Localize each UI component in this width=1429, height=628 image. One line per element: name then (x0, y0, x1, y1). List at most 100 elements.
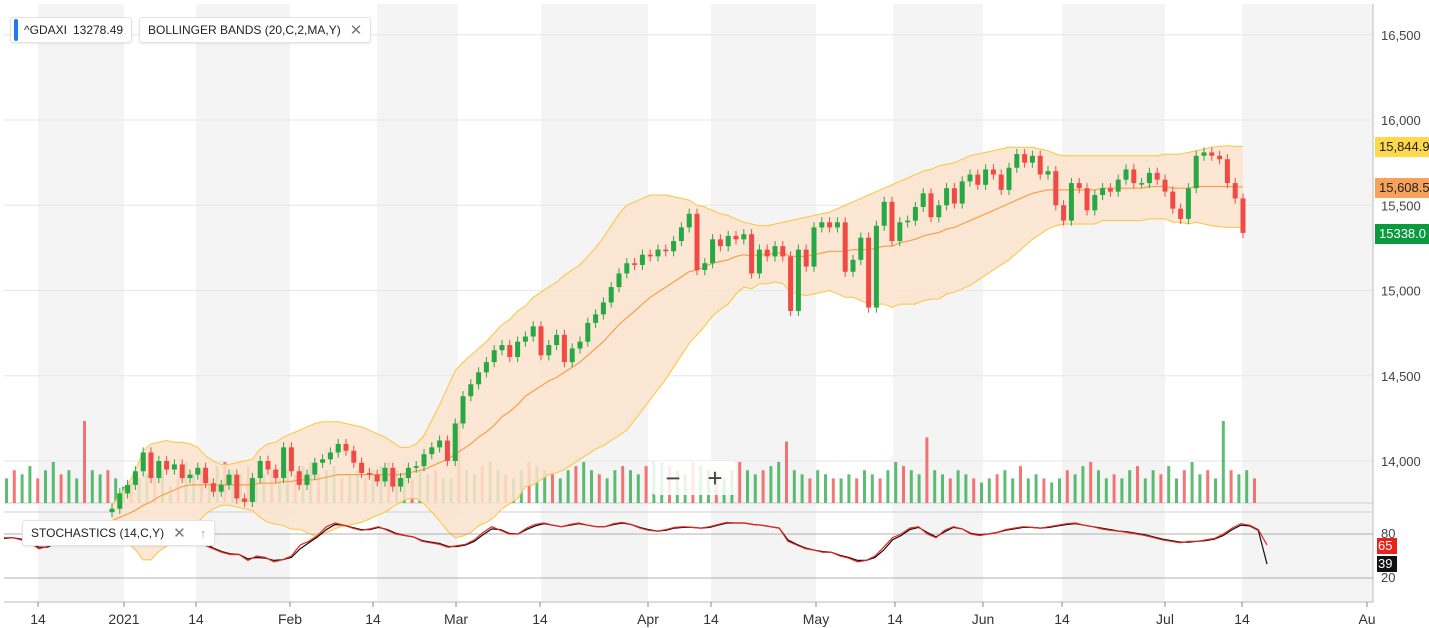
x-tick-label: 14 (188, 611, 204, 627)
candle-body (858, 237, 864, 260)
volume-bar (956, 470, 960, 503)
candle-body (1170, 191, 1176, 209)
candle-body (632, 263, 638, 265)
x-tick-label: 14 (532, 611, 548, 627)
volume-bar (1034, 474, 1038, 503)
volume-bar (1198, 474, 1202, 503)
y-tick-label: 14,500 (1381, 369, 1421, 384)
candle-body (374, 474, 380, 482)
x-tick-label: Apr (637, 611, 659, 627)
volume-bar (1206, 470, 1210, 503)
bollinger-indicator-chip[interactable]: BOLLINGER BANDS (20,C,2,MA,Y) ✕ (139, 17, 372, 43)
candle-body (296, 471, 302, 485)
volume-bar (738, 462, 742, 503)
volume-bar (1104, 478, 1108, 503)
candle-body (156, 461, 162, 479)
volume-bar (1042, 478, 1046, 503)
last-value: 13278.49 (72, 23, 124, 37)
upper-band-price-tag: 15,844.9 (1375, 137, 1429, 157)
candle-body (413, 466, 419, 468)
candle-body (905, 220, 911, 223)
candle-body (522, 336, 528, 342)
volume-bar (855, 478, 859, 503)
candle-body (741, 234, 747, 240)
volume-bar (597, 474, 601, 503)
volume-bar (12, 470, 16, 503)
candle-body (468, 384, 474, 397)
candle-body (1240, 198, 1246, 233)
candle-body (600, 302, 606, 315)
volume-bar (1214, 478, 1217, 503)
candle-body (1076, 183, 1082, 189)
candle-body (842, 222, 848, 272)
candle-body (710, 239, 716, 264)
candle-body (1014, 154, 1020, 168)
volume-bar (753, 474, 757, 503)
candle-body (1100, 188, 1106, 196)
candle-body (912, 206, 918, 221)
volume-bar (1081, 466, 1085, 503)
candle-body (686, 213, 692, 228)
y-tick-label: 16,000 (1381, 113, 1421, 128)
candle-body (1115, 179, 1121, 192)
candle-body (983, 169, 989, 185)
x-tick-label: 14 (1054, 611, 1070, 627)
volume-bar (870, 474, 874, 503)
stochastic-level-label: 80 (1381, 526, 1395, 541)
symbol-chip[interactable]: ^GDAXI 13278.49 (10, 17, 133, 43)
close-icon[interactable]: ✕ (173, 525, 186, 542)
volume-bar (605, 478, 609, 503)
candle-body (1232, 183, 1238, 199)
candle-body (210, 483, 216, 492)
candle-body (1178, 208, 1184, 219)
y-tick-label: 15,500 (1381, 198, 1421, 213)
volume-bar (816, 470, 820, 503)
candle-body (203, 467, 209, 484)
close-icon[interactable]: ✕ (349, 22, 363, 39)
candle-body (452, 423, 458, 461)
x-tick-label: Feb (278, 611, 302, 627)
volume-bar (28, 466, 32, 503)
volume-bar (590, 470, 593, 503)
candle-body (359, 462, 365, 473)
arrow-up-icon[interactable]: ↑ (199, 525, 207, 541)
candle-body (242, 498, 248, 502)
stochastic-k-line (4, 521, 1268, 563)
volume-bar (1175, 478, 1178, 503)
volume-bar (20, 474, 24, 503)
volume-bar (948, 478, 952, 503)
volume-bar (839, 478, 843, 503)
volume-bar (67, 470, 71, 503)
candle-body (218, 484, 224, 492)
volume-bar (1019, 466, 1022, 503)
zoom-out-button[interactable]: − (665, 463, 681, 493)
candle-body (398, 478, 404, 487)
volume-bar (925, 437, 929, 503)
candle-body (1162, 179, 1168, 192)
candle-body (117, 493, 123, 509)
candle-body (249, 478, 255, 502)
volume-bar (36, 478, 40, 503)
stochastics-indicator-chip[interactable]: STOCHASTICS (14,C,Y) ✕ ↑ (22, 520, 216, 546)
candle-body (515, 341, 521, 357)
x-tick-label: Jun (972, 611, 995, 627)
candle-body (975, 174, 981, 185)
volume-bar (1097, 470, 1100, 503)
candle-body (819, 222, 825, 228)
candle-body (725, 235, 731, 247)
candle-body (444, 440, 450, 461)
volume-bar (90, 470, 94, 503)
stochastic-level-label: 20 (1381, 570, 1395, 585)
candle-body (312, 462, 318, 475)
x-tick-label: May (803, 611, 829, 627)
volume-bar (824, 474, 827, 503)
candle-body (1029, 155, 1035, 163)
x-tick-label: 14 (887, 611, 903, 627)
candle-body (148, 452, 154, 479)
volume-bar (847, 474, 851, 503)
candle-body (834, 222, 840, 228)
bollinger-label: BOLLINGER BANDS (20,C,2,MA,Y) (148, 23, 341, 37)
zoom-in-button[interactable]: + (707, 463, 723, 493)
x-tick-label: Mar (444, 611, 468, 627)
